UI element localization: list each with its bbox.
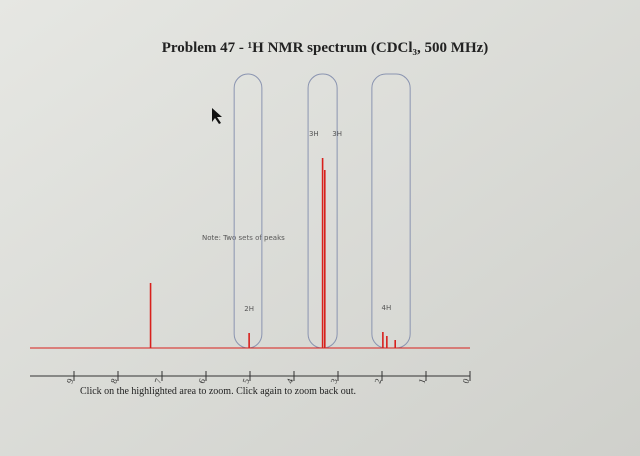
cursor	[212, 108, 222, 124]
x-tick-label: 2	[373, 377, 384, 385]
x-tick-label: 9	[65, 377, 76, 385]
chart-title: Problem 47 - ¹H NMR spectrum (CDCl₃, 500…	[162, 40, 489, 56]
integration-label: 4H	[382, 304, 392, 312]
x-tick-label: 8	[109, 377, 120, 385]
footer: Click on the highlighted area to zoom. C…	[80, 386, 356, 397]
x-tick-label: 7	[153, 377, 164, 385]
x-tick-label: 6	[197, 377, 208, 385]
x-tick-label: 5	[241, 377, 252, 385]
integration-label: 3H	[309, 130, 319, 138]
x-tick-label: 1	[417, 377, 428, 385]
x-tick-label: 4	[285, 377, 296, 385]
integration-label: 2H	[244, 305, 254, 313]
x-tick-label: 0	[461, 377, 472, 385]
integration-label: 3H	[332, 130, 342, 138]
x-tick-label: 3	[329, 377, 340, 385]
note: Note: Two sets of peaks	[202, 234, 285, 242]
